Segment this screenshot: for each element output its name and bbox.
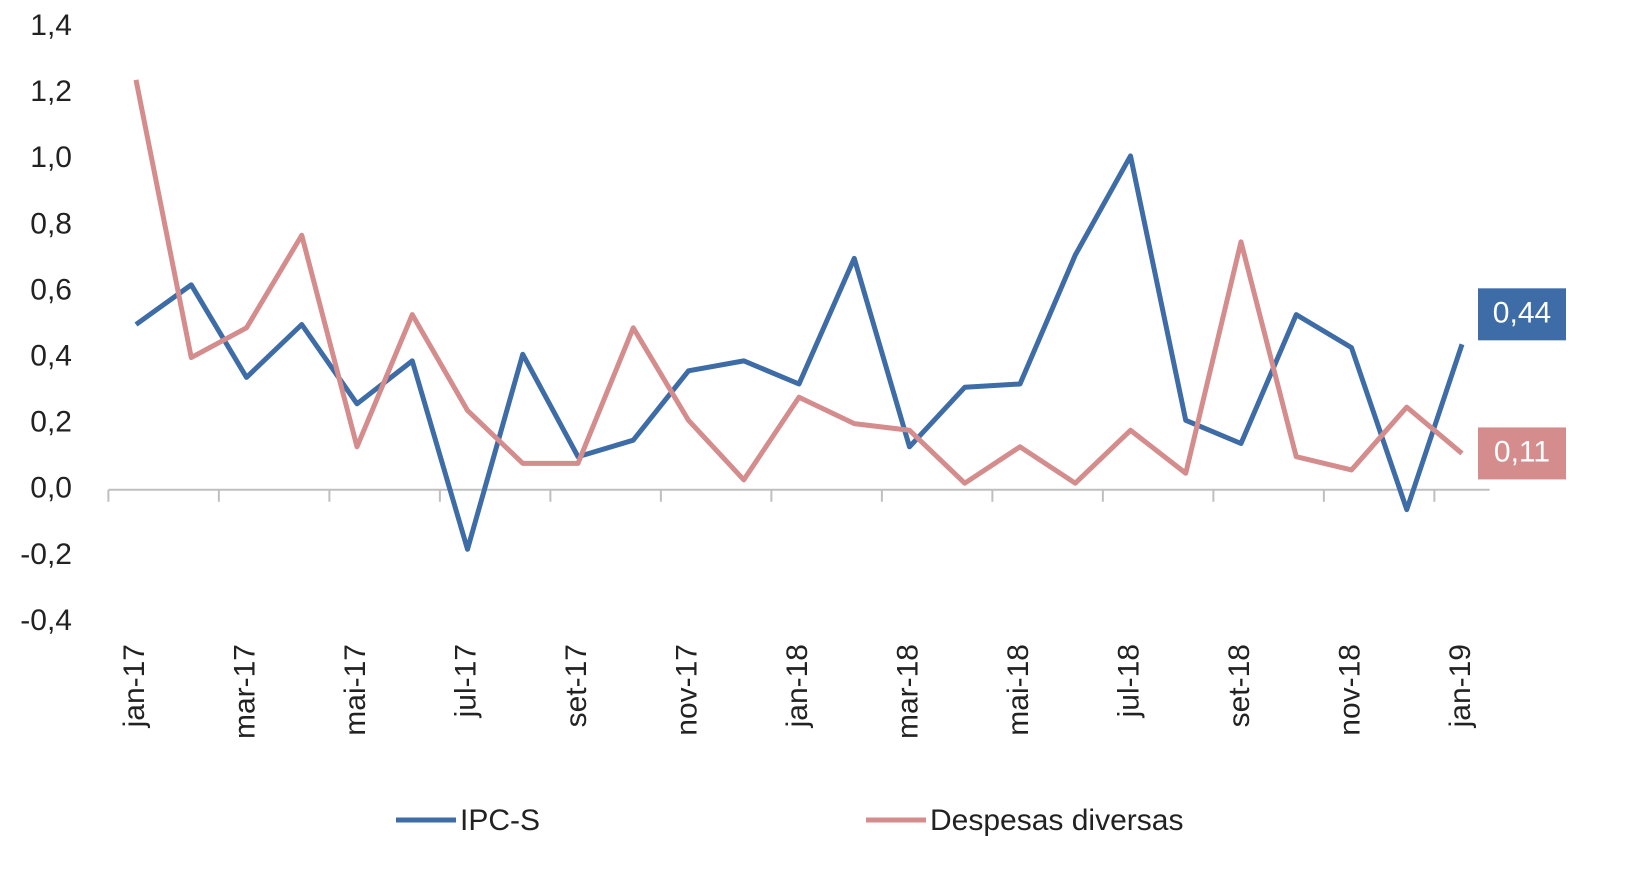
y-tick-label: 1,2	[30, 75, 72, 108]
x-tick-label: jul-17	[449, 644, 482, 718]
value-label-box	[1478, 288, 1566, 341]
y-tick-label: 1,0	[30, 141, 72, 174]
x-tick-label: jan-17	[118, 644, 151, 728]
value-label: 0,44	[1493, 296, 1551, 329]
y-tick-label: 0,2	[30, 406, 72, 439]
x-tick-label: mai-17	[339, 644, 372, 736]
x-tick-label: nov-18	[1333, 644, 1366, 736]
x-tick-label: nov-17	[670, 644, 703, 736]
y-tick-label: 0,0	[30, 472, 72, 505]
y-tick-label: 1,4	[30, 9, 72, 42]
x-tick-label: mar-18	[891, 644, 924, 739]
series-line	[133, 79, 1464, 486]
x-tick-label: mai-18	[1002, 644, 1035, 736]
legend-label: Despesas diversas	[930, 804, 1183, 837]
y-tick-label: -0,4	[20, 604, 72, 637]
x-tick-label: set-18	[1223, 644, 1256, 727]
y-tick-label: 0,8	[30, 207, 72, 240]
x-tick-label: jul-18	[1112, 644, 1145, 718]
x-tick-label: mar-17	[228, 644, 261, 739]
y-tick-label: -0,2	[20, 538, 72, 571]
y-tick-label: 0,4	[30, 339, 72, 372]
legend-label: IPC-S	[460, 804, 540, 837]
x-tick-label: jan-18	[781, 644, 814, 728]
value-label: 0,11	[1494, 435, 1550, 468]
value-label-box	[1478, 427, 1566, 480]
x-tick-label: set-17	[560, 644, 593, 727]
series-line	[134, 153, 1465, 552]
x-tick-label: jan-19	[1444, 644, 1477, 728]
y-tick-label: 0,6	[30, 273, 72, 306]
